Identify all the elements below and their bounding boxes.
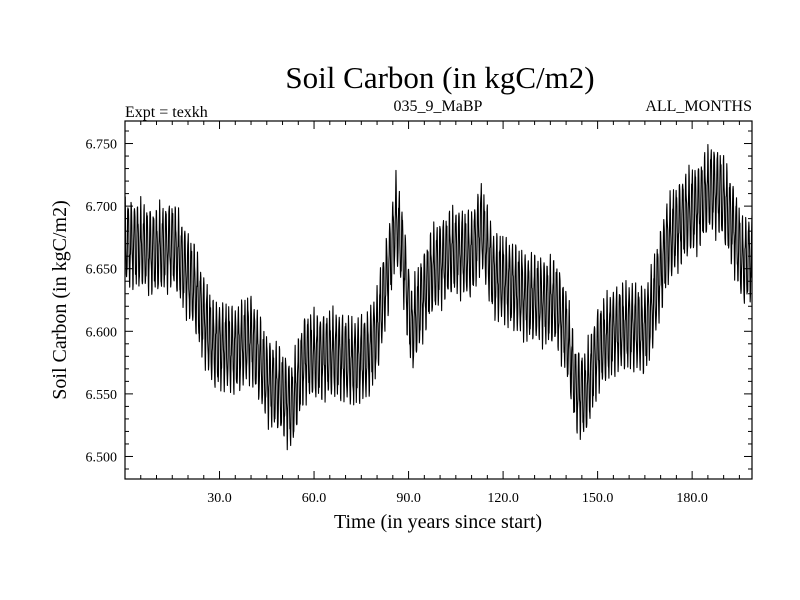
x-tick-label: 150.0 xyxy=(582,491,614,506)
series-layer xyxy=(124,143,753,451)
y-tick-label: 6.600 xyxy=(86,325,118,340)
series-line-soil-carbon xyxy=(124,143,753,451)
subtitle-months: ALL_MONTHS xyxy=(645,98,752,115)
y-tick-label: 6.700 xyxy=(86,200,118,215)
y-tick-label: 6.550 xyxy=(86,388,118,403)
y-tick-label: 6.750 xyxy=(86,138,118,153)
chart-title: Soil Carbon (in kgC/m2) xyxy=(285,60,594,95)
x-tick-label: 30.0 xyxy=(207,491,232,506)
x-axis-label: Time (in years since start) xyxy=(334,511,542,533)
plot-frame xyxy=(124,120,753,480)
x-tick-label: 120.0 xyxy=(487,491,519,506)
y-tick-label: 6.650 xyxy=(86,263,118,278)
y-axis-label: Soil Carbon (in kgC/m2) xyxy=(49,200,71,399)
x-tick-label: 180.0 xyxy=(676,491,708,506)
x-tick-label: 60.0 xyxy=(302,491,327,506)
subtitle-period: 035_9_MaBP xyxy=(394,98,483,115)
axis-ticks: 30.0 60.0 90.0 120.0 150.0 180.0 6.500 6.550 6.6… xyxy=(86,121,752,506)
x-tick-label: 90.0 xyxy=(396,491,421,506)
y-tick-label: 6.500 xyxy=(86,450,118,465)
subtitle-experiment: Expt = texkh xyxy=(125,104,208,121)
